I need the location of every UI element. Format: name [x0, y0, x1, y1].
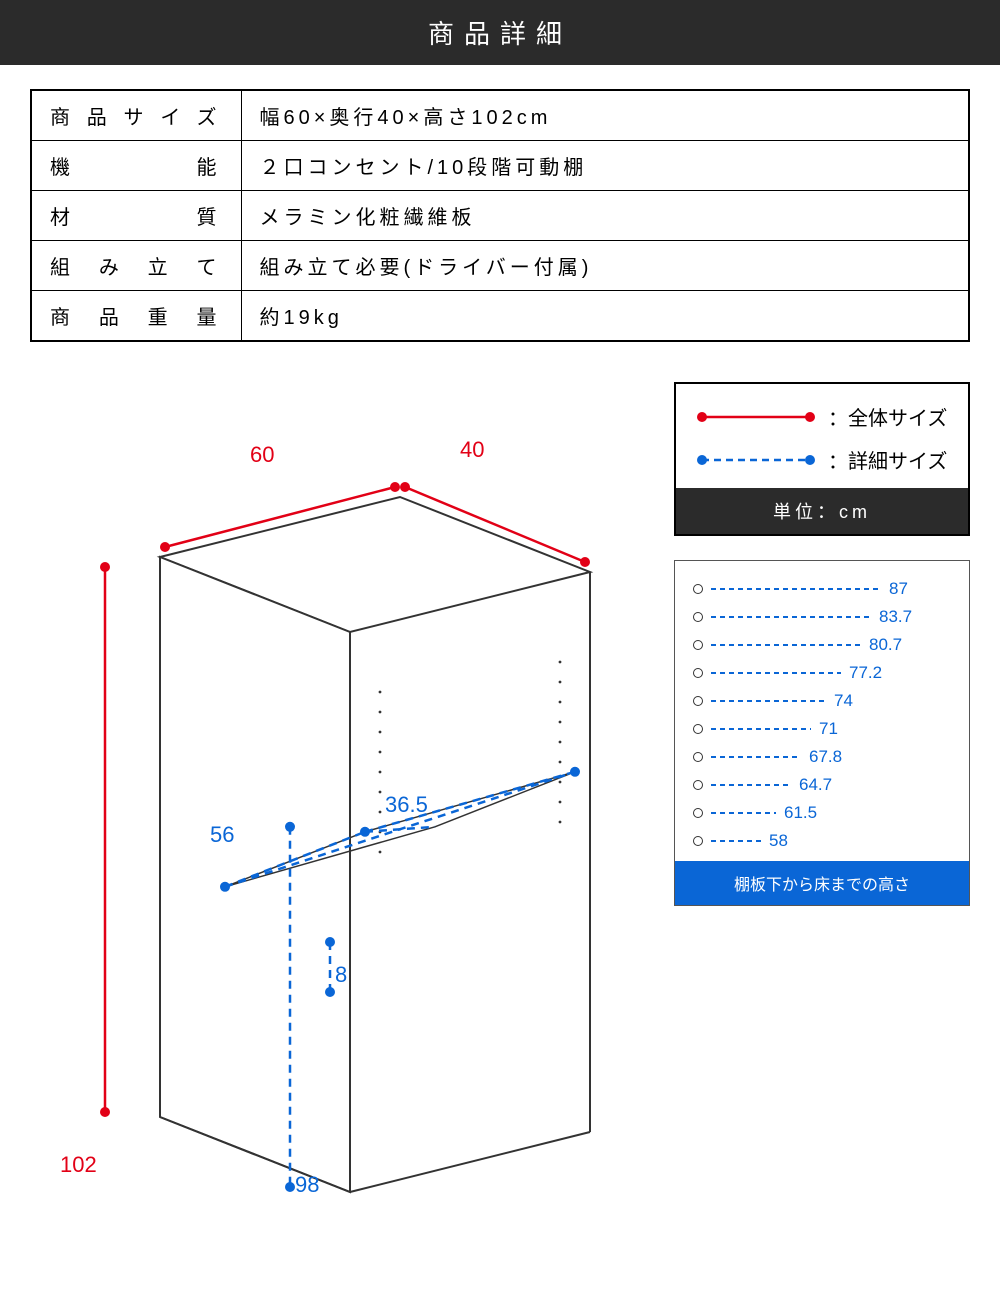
shelf-peg-icon	[693, 668, 703, 678]
dim-shelf-width: 56	[210, 822, 234, 848]
shelf-peg-icon	[693, 780, 703, 790]
spec-key: 組み立て	[31, 241, 241, 291]
spec-key: 機能	[31, 141, 241, 191]
legend-overall-label: ：全体サイズ	[828, 402, 947, 431]
shelf-row: 87	[693, 579, 951, 599]
shelf-peg-icon	[693, 584, 703, 594]
spec-key: 商品重量	[31, 291, 241, 342]
shelf-value: 61.5	[784, 803, 817, 823]
shelf-height-panel: 87 83.7 80.7 77.2 74 71 67.8 64.7 61.5 58 棚板下から床ま…	[674, 560, 970, 906]
shelf-row: 67.8	[693, 747, 951, 767]
spec-value: メラミン化粧繊維板	[241, 191, 969, 241]
legend-overall-row: ：全体サイズ	[696, 402, 948, 431]
shelf-dash-icon	[711, 697, 826, 705]
spec-value: 約19kg	[241, 291, 969, 342]
spec-row: 機能２口コンセント/10段階可動棚	[31, 141, 969, 191]
spec-row: 組み立て組み立て必要(ドライバー付属)	[31, 241, 969, 291]
shelf-dash-icon	[711, 753, 801, 761]
legend-overall-line-icon	[696, 407, 816, 427]
spec-row: 商品サイズ幅60×奥行40×高さ102cm	[31, 90, 969, 141]
shelf-row: 64.7	[693, 775, 951, 795]
diagram-container: 60 40 102 56 36.5 8 98	[30, 382, 650, 1227]
spec-value: 幅60×奥行40×高さ102cm	[241, 90, 969, 141]
shelf-row: 58	[693, 831, 951, 851]
content-area: 商品サイズ幅60×奥行40×高さ102cm機能２口コンセント/10段階可動棚材質…	[0, 65, 1000, 1251]
spec-value: ２口コンセント/10段階可動棚	[241, 141, 969, 191]
legend-detail-line-icon	[696, 450, 816, 470]
dim-depth: 40	[460, 437, 484, 463]
shelf-value: 71	[819, 719, 838, 739]
shelf-value: 80.7	[869, 635, 902, 655]
shelf-peg-icon	[693, 808, 703, 818]
shelf-peg-icon	[693, 696, 703, 706]
shelf-caption: 棚板下から床までの高さ	[675, 861, 969, 905]
spec-key: 材質	[31, 191, 241, 241]
shelf-row: 80.7	[693, 635, 951, 655]
shelf-dash-icon	[711, 613, 871, 621]
shelf-row: 71	[693, 719, 951, 739]
dim-width: 60	[250, 442, 274, 468]
shelf-dash-icon	[711, 585, 881, 593]
shelf-value: 67.8	[809, 747, 842, 767]
lower-section: 60 40 102 56 36.5 8 98 ：全体サイズ	[30, 382, 970, 1227]
shelf-row: 61.5	[693, 803, 951, 823]
shelf-value: 58	[769, 831, 788, 851]
shelf-peg-icon	[693, 752, 703, 762]
shelf-peg-icon	[693, 724, 703, 734]
shelf-dash-icon	[711, 669, 841, 677]
shelf-dash-icon	[711, 781, 791, 789]
shelf-dash-icon	[711, 725, 811, 733]
spec-row: 商品重量約19kg	[31, 291, 969, 342]
spec-row: 材質メラミン化粧繊維板	[31, 191, 969, 241]
dim-height: 102	[60, 1152, 97, 1178]
legend-detail-label: ：詳細サイズ	[828, 445, 947, 474]
product-diagram	[30, 382, 650, 1222]
shelf-dash-icon	[711, 837, 761, 845]
shelf-row: 83.7	[693, 607, 951, 627]
right-column: ：全体サイズ ：詳細サイズ 単位：cm 87 83.7 80.7 77.2 74 71 67…	[674, 382, 970, 1227]
spec-table: 商品サイズ幅60×奥行40×高さ102cm機能２口コンセント/10段階可動棚材質…	[30, 89, 970, 342]
shelf-value: 87	[889, 579, 908, 599]
shelf-row: 74	[693, 691, 951, 711]
spec-key: 商品サイズ	[31, 90, 241, 141]
shelf-peg-icon	[693, 612, 703, 622]
shelf-peg-icon	[693, 836, 703, 846]
page-title: 商品詳細	[428, 19, 572, 49]
shelf-value: 77.2	[849, 663, 882, 683]
legend-detail-row: ：詳細サイズ	[696, 445, 948, 474]
shelf-value: 74	[834, 691, 853, 711]
shelf-value: 83.7	[879, 607, 912, 627]
spec-value: 組み立て必要(ドライバー付属)	[241, 241, 969, 291]
shelf-dash-icon	[711, 809, 776, 817]
dim-shelf-depth: 36.5	[385, 792, 428, 818]
legend-unit: 単位：cm	[676, 488, 968, 534]
shelf-value: 64.7	[799, 775, 832, 795]
page-header: 商品詳細	[0, 0, 1000, 65]
dim-floor-height: 98	[295, 1172, 319, 1198]
legend-box: ：全体サイズ ：詳細サイズ 単位：cm	[674, 382, 970, 536]
shelf-dash-icon	[711, 641, 861, 649]
shelf-peg-icon	[693, 640, 703, 650]
shelf-row: 77.2	[693, 663, 951, 683]
dim-inner-gap: 8	[335, 962, 347, 988]
